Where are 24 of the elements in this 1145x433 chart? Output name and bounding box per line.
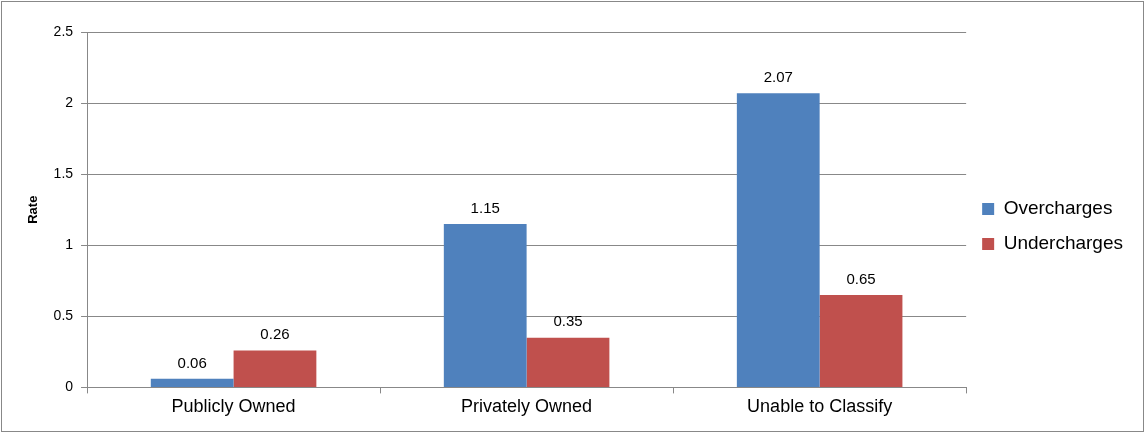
legend-label: Undercharges	[1003, 232, 1123, 254]
y-tick-label: 0	[65, 378, 74, 395]
y-tick-label: 2	[65, 93, 74, 110]
bar	[443, 223, 527, 387]
data-label: 1.15	[470, 198, 500, 216]
x-tick-label: Unable to Classify	[747, 396, 893, 417]
y-tick-label: 1	[65, 236, 74, 253]
y-tick-label: 1.5	[53, 165, 74, 182]
bar	[736, 93, 820, 387]
bar	[819, 295, 903, 387]
data-label: 0.06	[177, 353, 207, 371]
data-label: 0.26	[260, 325, 290, 343]
bar	[233, 350, 317, 387]
bar	[526, 337, 610, 387]
x-tick-label: Privately Owned	[461, 396, 593, 417]
x-tick-label: Publicly Owned	[171, 396, 296, 417]
data-label: 0.65	[846, 269, 876, 287]
data-label: 0.35	[553, 312, 583, 330]
y-axis-title: Rate	[25, 195, 41, 224]
y-tick-label: 2.5	[53, 22, 74, 39]
data-label: 2.07	[763, 67, 793, 85]
bar	[150, 378, 234, 387]
legend-label: Overcharges	[1003, 197, 1113, 219]
y-tick-label: 0.5	[53, 307, 74, 324]
